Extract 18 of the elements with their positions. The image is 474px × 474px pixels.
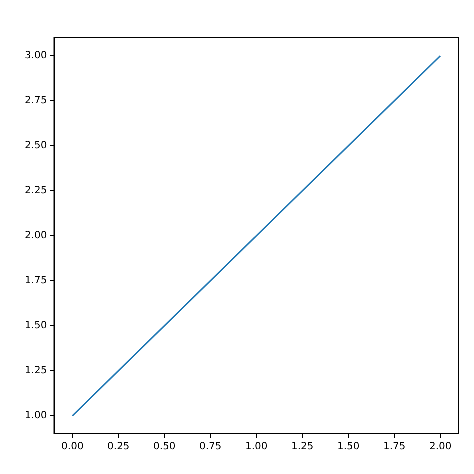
y-tick-label: 1.00 <box>25 410 48 422</box>
y-tick-label: 1.75 <box>25 276 48 287</box>
x-tick-label: 1.75 <box>383 442 406 453</box>
x-tick-label: 1.50 <box>337 442 360 453</box>
x-tick-label: 0.00 <box>62 442 84 453</box>
y-tick-label: 1.25 <box>25 366 48 377</box>
y-tick-label: 2.50 <box>25 140 48 152</box>
x-tick-label: 0.50 <box>154 442 176 453</box>
y-tick-label: 2.25 <box>25 186 48 197</box>
x-tick-label: 2.00 <box>429 442 452 453</box>
y-tick-label: 3.00 <box>25 50 48 62</box>
x-tick-label: 0.25 <box>108 442 130 453</box>
y-tick-label: 2.75 <box>25 96 48 107</box>
y-tick-label: 1.50 <box>25 320 48 332</box>
x-tick-label: 1.25 <box>291 442 314 453</box>
x-tick-label: 0.75 <box>200 442 222 453</box>
y-tick-label: 2.00 <box>25 230 48 242</box>
x-tick-label: 1.00 <box>246 442 268 453</box>
